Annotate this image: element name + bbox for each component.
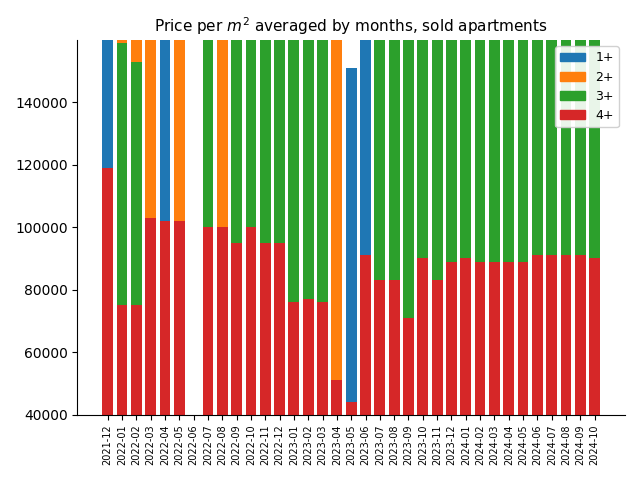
- Bar: [217, 228, 228, 480]
- Bar: [460, 259, 471, 480]
- Bar: [417, 0, 428, 259]
- Bar: [231, 243, 242, 480]
- Bar: [303, 299, 314, 480]
- Bar: [575, 255, 586, 480]
- Bar: [403, 0, 414, 34]
- Bar: [159, 0, 170, 221]
- Bar: [131, 62, 141, 305]
- Bar: [289, 24, 300, 302]
- Bar: [547, 255, 557, 480]
- Title: Price per $m^2$ averaged by months, sold apartments: Price per $m^2$ averaged by months, sold…: [154, 15, 548, 36]
- Bar: [460, 0, 471, 259]
- Bar: [260, 0, 271, 243]
- Bar: [518, 262, 529, 480]
- Bar: [403, 318, 414, 480]
- Bar: [231, 0, 242, 243]
- Bar: [446, 0, 457, 262]
- Bar: [432, 0, 442, 280]
- Bar: [475, 0, 486, 262]
- Bar: [174, 0, 184, 221]
- Bar: [131, 305, 141, 480]
- Bar: [116, 43, 127, 305]
- Bar: [145, 218, 156, 480]
- Bar: [532, 0, 543, 255]
- Bar: [332, 9, 342, 380]
- Bar: [547, 0, 557, 255]
- Bar: [260, 243, 271, 480]
- Bar: [289, 302, 300, 480]
- Bar: [317, 0, 328, 24]
- Bar: [504, 0, 514, 262]
- Bar: [102, 0, 113, 168]
- Bar: [346, 402, 356, 480]
- Bar: [504, 262, 514, 480]
- Bar: [246, 0, 256, 228]
- Bar: [346, 68, 356, 402]
- Bar: [317, 24, 328, 302]
- Bar: [360, 255, 371, 480]
- Bar: [159, 221, 170, 480]
- Bar: [174, 221, 184, 480]
- Bar: [417, 259, 428, 480]
- Bar: [374, 0, 385, 280]
- Bar: [388, 0, 399, 280]
- Bar: [575, 0, 586, 255]
- Bar: [489, 262, 500, 480]
- Bar: [102, 168, 113, 480]
- Legend: 1+, 2+, 3+, 4+: 1+, 2+, 3+, 4+: [556, 46, 619, 127]
- Bar: [589, 0, 600, 259]
- Bar: [217, 0, 228, 228]
- Bar: [303, 18, 314, 299]
- Bar: [116, 0, 127, 43]
- Bar: [532, 255, 543, 480]
- Bar: [489, 0, 500, 262]
- Bar: [589, 259, 600, 480]
- Bar: [561, 255, 572, 480]
- Bar: [360, 0, 371, 255]
- Bar: [202, 0, 213, 228]
- Bar: [274, 0, 285, 243]
- Bar: [475, 262, 486, 480]
- Bar: [246, 228, 256, 480]
- Bar: [317, 302, 328, 480]
- Bar: [388, 280, 399, 480]
- Bar: [561, 0, 572, 255]
- Bar: [518, 0, 529, 262]
- Bar: [374, 280, 385, 480]
- Bar: [446, 262, 457, 480]
- Bar: [332, 380, 342, 480]
- Bar: [131, 0, 141, 62]
- Bar: [116, 305, 127, 480]
- Bar: [403, 34, 414, 318]
- Bar: [145, 0, 156, 218]
- Bar: [432, 280, 442, 480]
- Bar: [274, 243, 285, 480]
- Bar: [202, 228, 213, 480]
